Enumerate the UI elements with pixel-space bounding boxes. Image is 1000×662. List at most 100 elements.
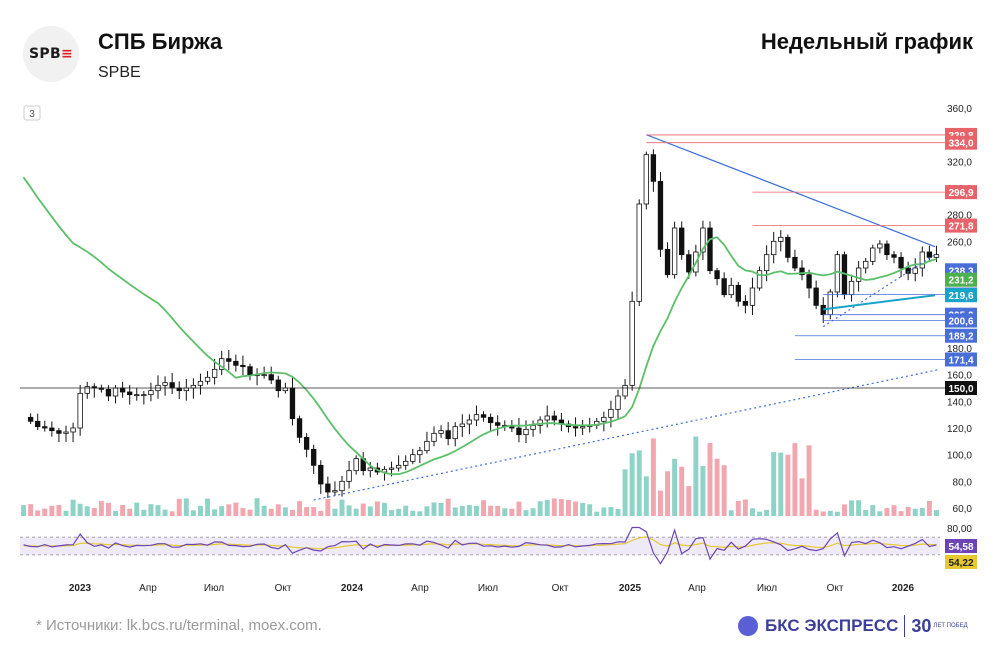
volume-bar — [495, 505, 501, 516]
candle-body — [551, 415, 557, 421]
candle-body — [388, 467, 395, 470]
volume-bar — [912, 508, 918, 516]
candle-body — [778, 236, 784, 242]
candle-body — [728, 284, 734, 296]
candle-body — [884, 243, 890, 256]
volume-bar — [289, 509, 295, 516]
volume-bar — [481, 500, 487, 516]
volume-bar — [594, 511, 600, 516]
candle-body — [905, 267, 911, 274]
candle-body — [211, 368, 218, 378]
level-label-box — [945, 135, 977, 150]
ma-badge-label[interactable]: 3 — [29, 109, 35, 120]
volume-bar — [367, 506, 373, 516]
volume-bar — [488, 505, 494, 516]
candle-body — [863, 260, 869, 269]
volume-bar — [332, 508, 338, 516]
rsi-band — [20, 537, 940, 555]
volume-bar — [84, 506, 90, 516]
y-tick-label: 180,0 — [947, 344, 972, 355]
volume-bar — [417, 511, 423, 516]
volume-bar — [226, 504, 232, 516]
volume-bar — [622, 469, 628, 516]
x-tick-label: Июл — [757, 583, 777, 594]
volume-layer — [21, 436, 939, 516]
volume-bar — [113, 510, 119, 516]
volume-bar — [849, 500, 855, 516]
volume-bar — [466, 505, 472, 516]
volume-bar — [49, 505, 55, 516]
volume-bar — [304, 507, 310, 516]
candle-body — [296, 418, 303, 438]
candle-body — [700, 227, 706, 253]
volume-bar — [771, 452, 777, 516]
volume-bar — [601, 507, 607, 516]
volume-bar — [707, 443, 713, 516]
volume-bar — [827, 510, 833, 516]
level-label: 219,6 — [948, 291, 973, 302]
x-tick-label: Апр — [411, 583, 429, 594]
candle-body — [162, 382, 168, 386]
candle-body — [261, 374, 267, 377]
candle-body — [119, 387, 126, 393]
candle-body — [898, 256, 904, 269]
level-label-box — [945, 288, 977, 303]
volume-bar — [785, 454, 791, 516]
x-tick-label: 2024 — [341, 583, 364, 594]
volume-bar — [721, 465, 727, 516]
volume-bar — [502, 508, 508, 516]
candle-body — [919, 251, 925, 269]
rsi-signal-box — [945, 555, 977, 569]
volume-bar — [325, 499, 331, 516]
brand-small-text: ЛЕТ ПОБЕД — [933, 622, 968, 629]
brand-divider — [904, 615, 906, 637]
candle-body — [756, 270, 763, 289]
ma-badge-box[interactable] — [23, 105, 41, 121]
volume-bar — [70, 499, 76, 516]
candle-body — [70, 427, 76, 433]
volume-bar — [820, 511, 826, 516]
y-tick-label: 120,0 — [947, 424, 972, 435]
volume-bar — [558, 499, 564, 516]
rsi-value-box — [945, 539, 977, 553]
candle-body — [438, 430, 444, 434]
rsi-panel: 80,00 54,58 54,22 — [20, 524, 977, 569]
level-label: 171,4 — [948, 355, 973, 366]
candle-body — [487, 416, 494, 424]
candle-body — [289, 387, 296, 420]
logo-mark: ≡ — [60, 46, 73, 62]
candle-body — [601, 416, 607, 422]
level-label: 189,2 — [948, 332, 973, 343]
brand-years: 30 — [911, 615, 932, 636]
volume-bar — [764, 509, 770, 516]
volume-bar — [650, 438, 656, 516]
volume-bar — [926, 500, 932, 516]
candle-body — [629, 300, 635, 386]
volume-bar — [424, 506, 430, 516]
volume-bar — [282, 507, 288, 516]
inner-support-trendline — [822, 254, 936, 328]
volume-bar — [410, 510, 416, 516]
candle-body — [537, 419, 543, 426]
resistance-trendline — [646, 134, 936, 248]
candle-body — [721, 278, 727, 296]
volume-bar — [806, 445, 812, 516]
volume-bar — [148, 504, 154, 516]
candle-body — [891, 254, 897, 258]
volume-bar — [905, 507, 911, 516]
level-label: 296,9 — [948, 188, 973, 199]
volume-bar — [523, 510, 529, 516]
volume-bar — [381, 502, 387, 516]
volume-bar — [919, 507, 925, 516]
candle-body — [141, 394, 147, 397]
volume-bar — [530, 508, 536, 516]
volume-bar — [657, 490, 663, 516]
volume-bar — [63, 510, 69, 516]
candle-body — [855, 267, 862, 282]
x-tick-label: 2025 — [619, 583, 642, 594]
candle-body — [268, 374, 274, 381]
volume-bar — [311, 507, 317, 516]
y-tick-label: 280,0 — [947, 211, 972, 222]
candle-body — [657, 180, 664, 250]
volume-bar — [240, 508, 246, 516]
